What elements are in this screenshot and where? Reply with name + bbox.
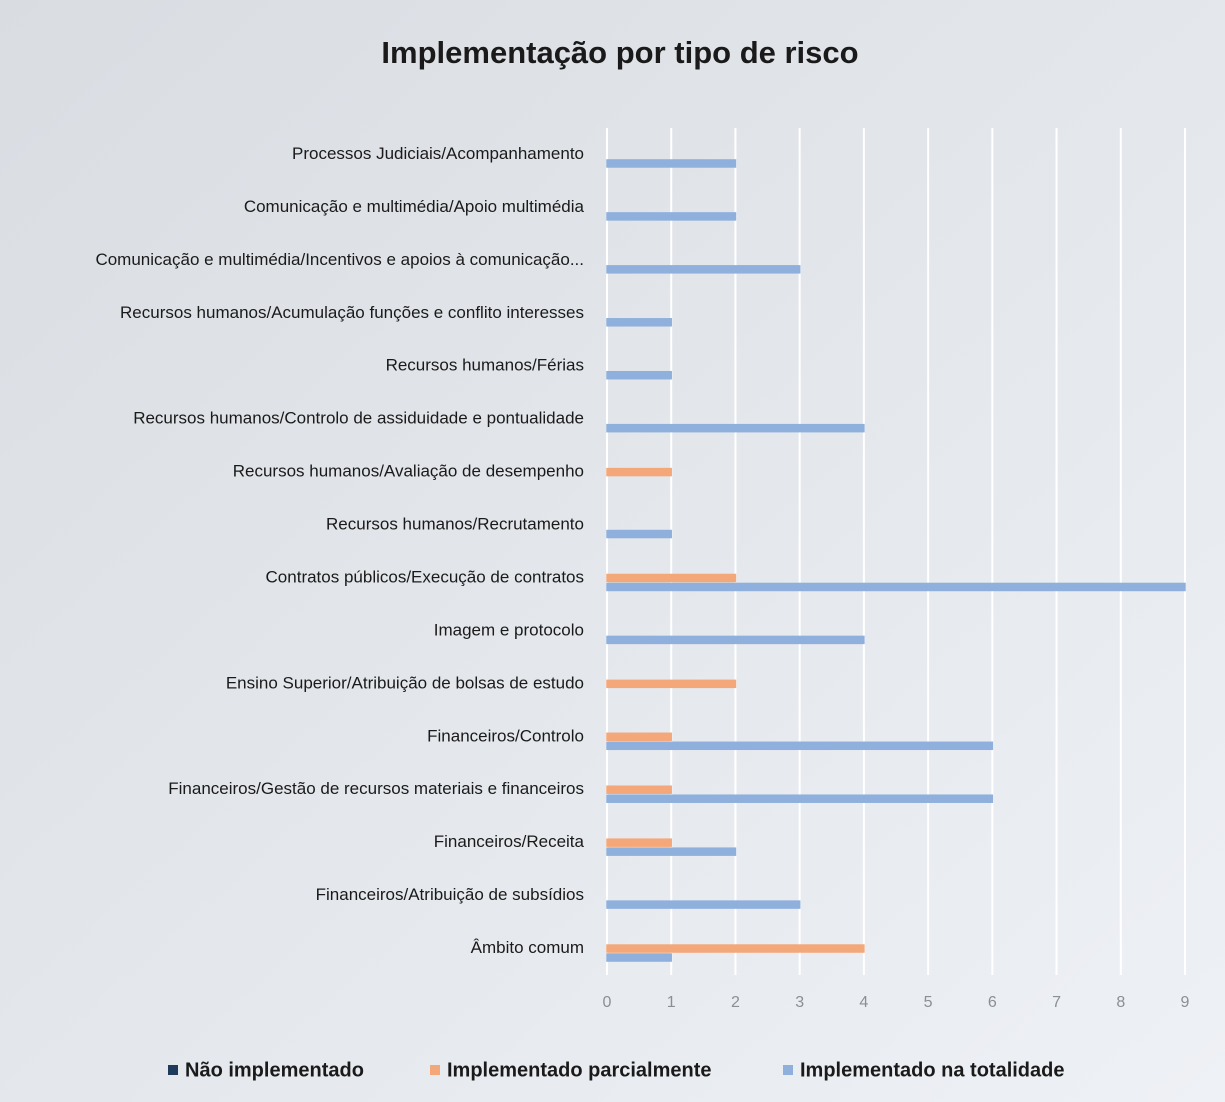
- y-tick-label: Recursos humanos/Férias: [386, 356, 584, 375]
- legend-label: Implementado parcialmente: [447, 1059, 712, 1081]
- bar: [606, 573, 737, 583]
- bar: [606, 732, 672, 742]
- bar: [606, 847, 737, 856]
- legend-swatch: [430, 1065, 440, 1075]
- x-tick-label: 0: [603, 994, 612, 1011]
- bar: [606, 785, 672, 794]
- y-tick-label: Processos Judiciais/Acompanhamento: [292, 144, 584, 163]
- chart-title: Implementação por tipo de risco: [381, 35, 858, 70]
- bar: [606, 159, 737, 168]
- y-tick-label: Imagem e protocolo: [434, 620, 584, 639]
- y-tick-label: Ensino Superior/Atribuição de bolsas de …: [226, 673, 584, 692]
- bar: [606, 635, 865, 645]
- x-tick-label: 7: [1052, 994, 1061, 1011]
- x-tick-label: 4: [859, 994, 868, 1011]
- y-tick-label: Recursos humanos/Recrutamento: [326, 515, 584, 534]
- y-tick-label: Contratos públicos/Execução de contratos: [266, 567, 584, 586]
- bar: [606, 741, 994, 751]
- y-tick-label: Financeiros/Atribuição de subsídios: [316, 885, 584, 904]
- x-tick-label: 1: [667, 994, 676, 1011]
- y-tick-label: Comunicação e multimédia/Incentivos e ap…: [95, 250, 584, 269]
- y-tick-label: Recursos humanos/Acumulação funções e co…: [120, 303, 584, 322]
- bar: [606, 423, 865, 433]
- y-tick-label: Financeiros/Receita: [434, 832, 585, 851]
- legend-label: Não implementado: [185, 1059, 364, 1081]
- x-tick-label: 9: [1181, 994, 1190, 1011]
- y-tick-label: Recursos humanos/Avaliação de desempenho: [233, 462, 584, 481]
- y-tick-label: Recursos humanos/Controlo de assiduidade…: [133, 409, 584, 428]
- bar: [606, 529, 672, 539]
- legend-label: Implementado na totalidade: [800, 1059, 1064, 1081]
- legend-swatch: [168, 1065, 178, 1075]
- bar: [606, 794, 994, 803]
- bar: [606, 582, 1186, 592]
- y-tick-label: Comunicação e multimédia/Apoio multimédi…: [244, 197, 585, 216]
- bar: [606, 953, 672, 962]
- bar: [606, 370, 672, 380]
- bar: [606, 318, 672, 327]
- bar: [606, 467, 672, 477]
- bar: [606, 944, 865, 953]
- x-tick-label: 6: [988, 994, 997, 1011]
- x-tick-label: 3: [795, 994, 804, 1011]
- x-tick-label: 2: [731, 994, 740, 1011]
- y-tick-label: Âmbito comum: [471, 938, 584, 957]
- bar: [606, 212, 737, 221]
- bar: [606, 679, 737, 689]
- bar: [606, 838, 672, 847]
- y-tick-label: Financeiros/Controlo: [427, 726, 584, 745]
- bar: [606, 265, 801, 274]
- x-tick-label: 5: [924, 994, 933, 1011]
- x-tick-label: 8: [1116, 994, 1125, 1011]
- bar: [606, 900, 801, 909]
- legend-swatch: [783, 1065, 793, 1075]
- y-tick-label: Financeiros/Gestão de recursos materiais…: [168, 779, 584, 798]
